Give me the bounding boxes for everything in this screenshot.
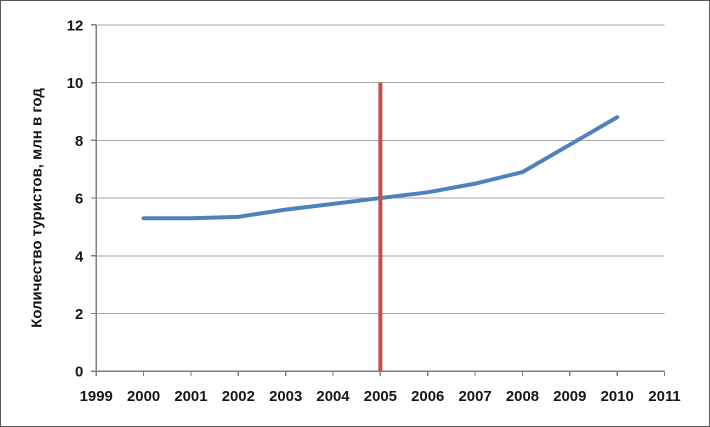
x-tick-label: 2002 (222, 388, 255, 405)
x-tick-label: 2010 (601, 388, 634, 405)
x-tick-label: 2000 (127, 388, 160, 405)
x-tick-label: 2004 (316, 388, 350, 405)
x-tick-label: 2007 (459, 388, 492, 405)
x-tick-label: 2008 (506, 388, 539, 405)
x-tick-label: 2001 (174, 388, 207, 405)
y-tick-label: 2 (75, 306, 83, 323)
x-tick-label: 2003 (269, 388, 302, 405)
x-tick-label: 2011 (648, 388, 680, 405)
x-tick-label: 2005 (364, 388, 397, 405)
y-tick-label: 4 (75, 248, 84, 265)
y-tick-label: 8 (75, 133, 83, 150)
y-tick-label: 6 (75, 191, 83, 208)
x-tick-label: 2009 (553, 388, 586, 405)
y-axis-title: Количество туристов, млн в год (28, 88, 46, 328)
y-tick-label: 12 (67, 17, 84, 34)
x-tick-label: 2006 (411, 388, 444, 405)
x-tick-label: 1999 (80, 388, 113, 405)
y-tick-label: 10 (67, 75, 84, 92)
y-tick-label: 0 (75, 364, 83, 381)
